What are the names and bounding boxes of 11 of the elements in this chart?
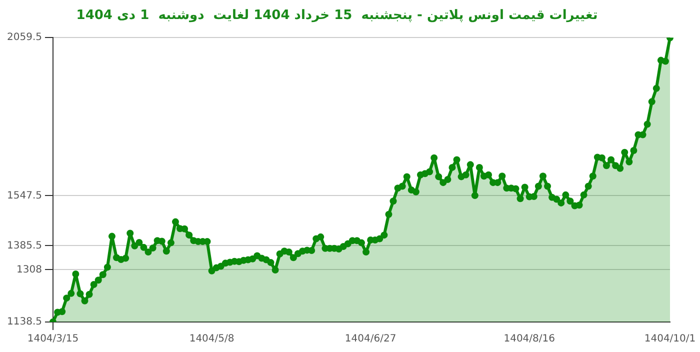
y-tick-label: 2059.5: [6, 32, 42, 44]
y-tick-label: 1547.5: [6, 190, 42, 202]
x-tick-label: 1404/10/1: [644, 334, 696, 345]
y-tick-label: 1138.5: [6, 316, 42, 328]
x-tick-label: 1404/6/27: [344, 334, 396, 345]
y-tick-label: 1308: [16, 264, 42, 276]
y-tick-label: 1385.5: [6, 240, 42, 252]
x-tick-label: 1404/5/8: [189, 334, 234, 345]
x-tick-label: 1404/8/16: [504, 334, 555, 345]
x-tick-label: 1404/3/15: [27, 334, 79, 345]
chart-title: تغییرات قیمت اونس پلاتین - پنجشنبه 15 خرداد 1404 لغایت دوشنبه 1 دی 1404: [76, 8, 598, 24]
